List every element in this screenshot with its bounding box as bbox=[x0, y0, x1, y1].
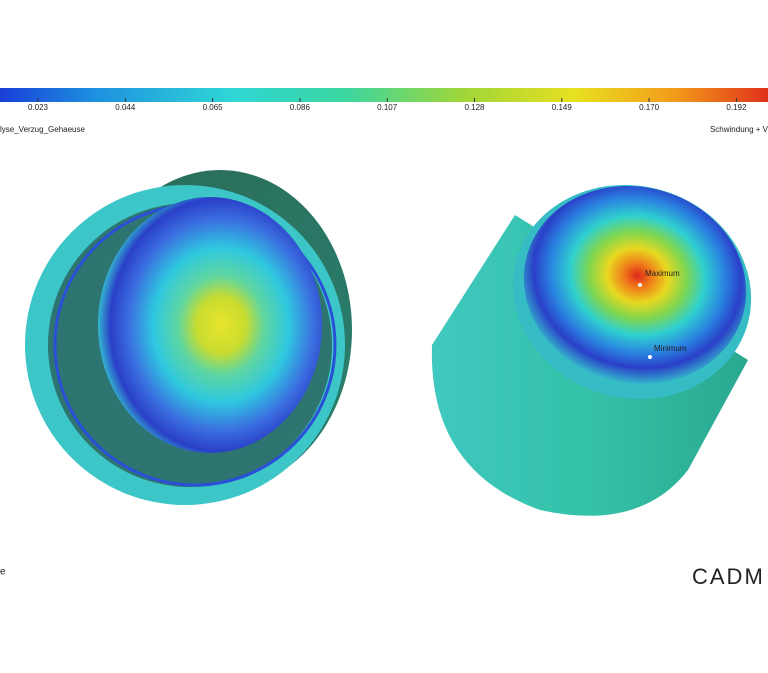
max-label: Maximum bbox=[645, 269, 680, 278]
colorbar-tick-label: 0.044 bbox=[115, 103, 136, 112]
part-top bbox=[523, 186, 747, 384]
colorbar-tick-label: 0.086 bbox=[290, 103, 311, 112]
colorbar-tick-label: 0.128 bbox=[464, 103, 485, 112]
colorbar: 0.023 0.044 0.065 0.086 0.107 0.128 0.149 0.170… bbox=[0, 88, 768, 112]
min-point bbox=[648, 355, 652, 359]
max-point bbox=[638, 283, 642, 287]
min-label: Minimum bbox=[654, 344, 687, 353]
right-part: Maximum Minimum bbox=[431, 185, 752, 516]
bottom-left-text: e bbox=[0, 567, 6, 578]
colorbar-gradient bbox=[0, 88, 768, 102]
colorbar-tick-label: 0.065 bbox=[203, 103, 224, 112]
colorbar-ticks: 0.023 0.044 0.065 0.086 0.107 0.128 0.149 0.170… bbox=[28, 98, 747, 112]
colorbar-tick-label: 0.023 bbox=[28, 103, 49, 112]
colorbar-tick-label: 0.149 bbox=[552, 103, 573, 112]
logo: CADM bbox=[692, 564, 765, 589]
right-caption: Schwindung + V bbox=[710, 125, 768, 134]
left-caption: lyse_Verzug_Gehaeuse bbox=[0, 125, 86, 134]
colorbar-tick-label: 0.107 bbox=[377, 103, 398, 112]
colorbar-tick-label: 0.192 bbox=[726, 103, 747, 112]
left-part bbox=[25, 170, 352, 505]
colorbar-tick-label: 0.170 bbox=[639, 103, 660, 112]
part-face bbox=[98, 197, 322, 453]
